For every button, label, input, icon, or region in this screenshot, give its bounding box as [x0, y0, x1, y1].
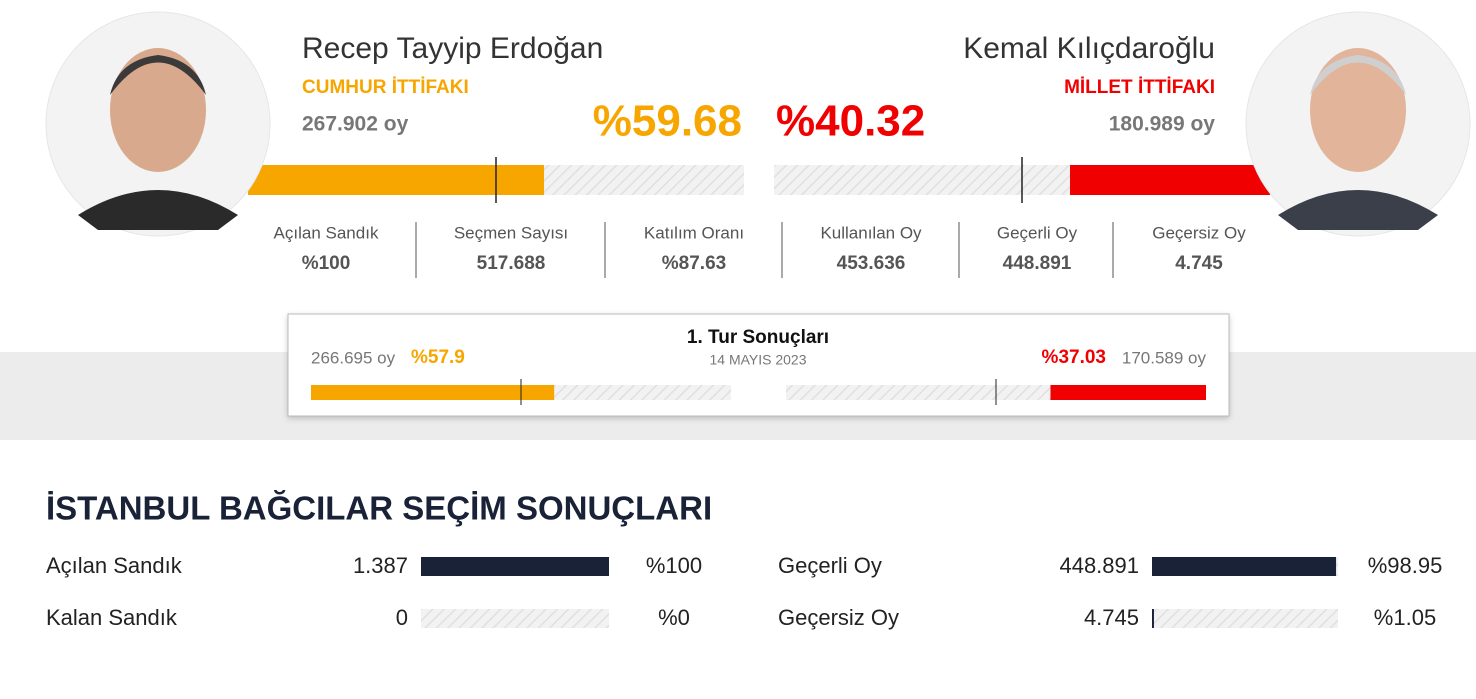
- vote-count: 267.902 oy: [302, 113, 409, 136]
- first-round-bar: [311, 385, 555, 400]
- summary-bar: [1152, 557, 1337, 576]
- row-label: Geçerli Oy: [778, 553, 882, 578]
- bar-track: [1152, 609, 1338, 628]
- stat-value: 517.688: [477, 253, 546, 274]
- first-round-votes: 170.589 oy: [1122, 348, 1207, 367]
- stat-value: 453.636: [837, 253, 906, 274]
- row-percent: %100: [646, 553, 702, 578]
- photo-suit: [1278, 190, 1438, 230]
- stat-label: Katılım Oranı: [644, 223, 744, 242]
- row-percent: %98.95: [1368, 553, 1443, 578]
- row-label: Kalan Sandık: [46, 605, 178, 630]
- first-round-percent: %57.9: [411, 347, 465, 368]
- photo-hair: [1310, 55, 1406, 95]
- first-round-title: 1. Tur Sonuçları: [687, 327, 829, 348]
- stat-label: Geçersiz Oy: [1152, 223, 1246, 242]
- candidate-photo: [1245, 11, 1471, 237]
- candidate-name: Kemal Kılıçdaroğlu: [963, 32, 1215, 65]
- stat-label: Geçerli Oy: [997, 223, 1078, 242]
- stat-value: %87.63: [662, 253, 726, 274]
- vote-count: 180.989 oy: [1109, 113, 1216, 136]
- row-count: 0: [396, 605, 408, 630]
- stat-label: Açılan Sandık: [274, 223, 379, 242]
- row-percent: %1.05: [1374, 605, 1436, 630]
- section-title: İSTANBUL BAĞCILAR SEÇİM SONUÇLARI: [46, 490, 712, 527]
- alliance: CUMHUR İTTİFAKI: [302, 77, 469, 98]
- bar-track: [421, 609, 609, 628]
- stat-label: Kullanılan Oy: [820, 223, 922, 242]
- row-count: 4.745: [1084, 605, 1139, 630]
- vote-bar: [1070, 165, 1270, 195]
- row-count: 1.387: [353, 553, 408, 578]
- row-count: 448.891: [1059, 553, 1139, 578]
- first-round-percent: %37.03: [1042, 347, 1106, 368]
- summary-bar: [421, 557, 609, 576]
- stat-value: 448.891: [1003, 253, 1072, 274]
- row-label: Açılan Sandık: [46, 553, 183, 578]
- alliance: MİLLET İTTİFAKI: [1064, 77, 1215, 98]
- row-label: Geçersiz Oy: [778, 605, 899, 630]
- row-percent: %0: [658, 605, 690, 630]
- stat-value: %100: [302, 253, 351, 274]
- candidate-name: Recep Tayyip Erdoğan: [302, 32, 603, 65]
- vote-percent: %40.32: [776, 97, 925, 146]
- stat-value: 4.745: [1175, 253, 1223, 274]
- photo-hair: [110, 55, 206, 95]
- vote-bar: [248, 165, 545, 195]
- photo-face: [110, 48, 206, 172]
- first-round-date: 14 MAYIS 2023: [709, 352, 806, 368]
- photo-suit: [78, 190, 238, 230]
- summary-bar: [1152, 609, 1154, 628]
- first-round-bar: [1050, 385, 1206, 400]
- stat-label: Seçmen Sayısı: [454, 223, 568, 242]
- candidate-photo: [45, 11, 271, 237]
- photo-face: [1310, 48, 1406, 172]
- first-round-votes: 266.695 oy: [311, 348, 396, 367]
- vote-percent: %59.68: [593, 97, 742, 146]
